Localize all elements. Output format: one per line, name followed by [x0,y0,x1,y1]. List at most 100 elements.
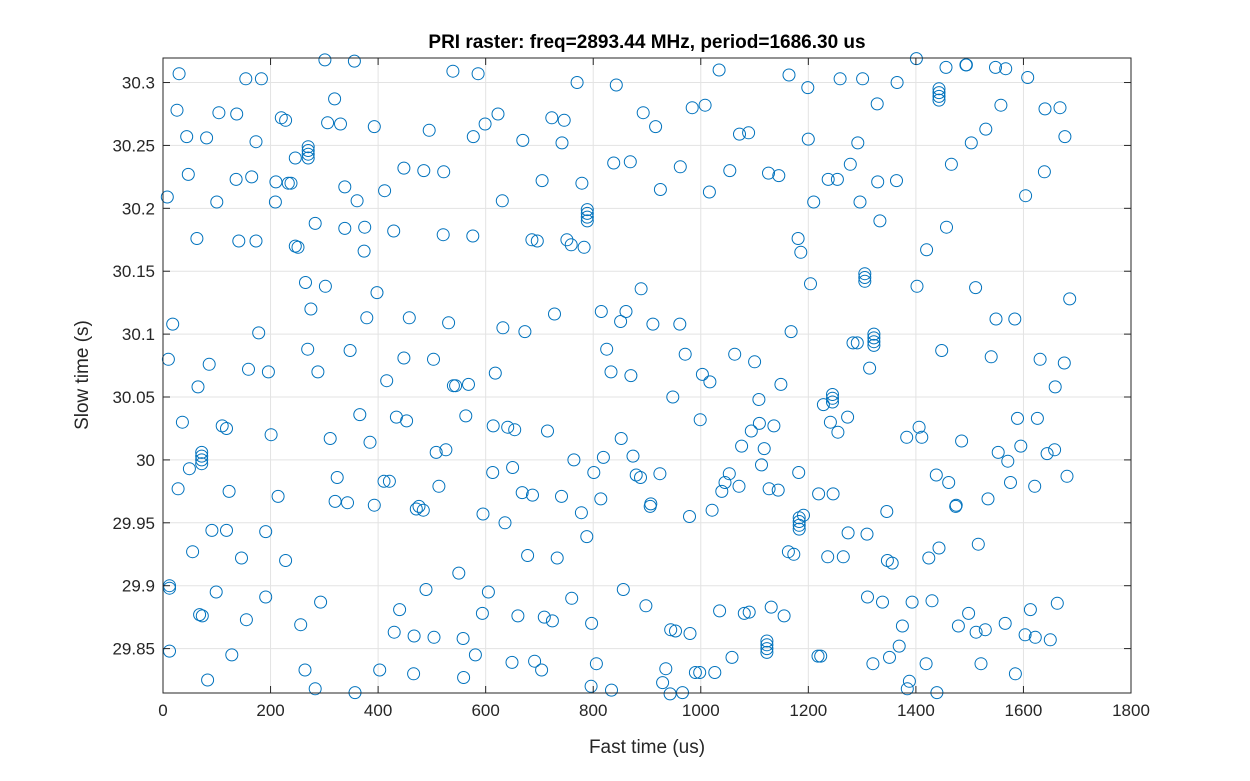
data-point [841,410,855,424]
data-point [1037,165,1051,179]
data-point [525,233,539,247]
data-point [526,488,539,502]
data-point [725,650,739,664]
data-point [495,194,509,208]
data-point [969,281,983,295]
data-point [856,72,870,86]
data-point [826,395,839,409]
data-point [605,683,618,697]
data-point [370,286,384,300]
data-point [974,657,988,671]
data-point [871,175,885,189]
data-point [991,445,1005,459]
data-point [693,666,707,679]
data-point [659,662,673,676]
data-point [1008,312,1022,326]
data-point [969,625,983,639]
data-point [744,424,758,438]
data-point [585,616,599,630]
data-point [649,120,663,134]
data-point [867,327,881,341]
data-point [516,133,530,147]
data-point [683,510,696,523]
data-point [646,317,660,331]
data-point [195,457,209,471]
data-point [774,377,788,391]
data-point [363,435,377,449]
data-point [910,279,924,293]
data-point [792,515,806,528]
data-point [328,92,342,106]
data-point [883,650,896,664]
data-point [760,634,774,648]
data-point [456,632,470,645]
y-tick-labels: 29.85 29.9 29.95 30 30.05 30.1 30.15 30.2 30.25 3… [112,74,155,659]
data-point [311,365,325,379]
data-point [314,595,328,609]
data-point [574,506,588,520]
data-point [202,357,216,371]
data-point [653,467,667,481]
data-point [452,566,466,580]
data-point [767,419,781,433]
data-point [850,336,864,350]
data-point [841,526,855,540]
data-point [792,522,806,536]
data-point [939,60,953,74]
data-point [863,361,877,375]
data-point [858,274,872,288]
data-point [486,466,500,479]
data-point [853,195,867,209]
data-point [880,505,894,518]
data-point [801,132,815,146]
data-point [515,486,529,500]
data-point [170,103,184,117]
data-point [823,415,837,429]
data-point [858,271,872,284]
data-point [555,136,569,150]
chart-title: PRI raster: freq=2893.44 MHz, period=168… [428,32,865,53]
data-point [245,170,259,184]
data-point [195,609,209,623]
data-point [230,107,244,121]
data-point [685,101,699,115]
data-point [616,583,630,596]
data-point [826,391,839,405]
data-point [462,377,475,391]
data-point [478,117,492,131]
data-point [693,413,707,427]
data-point [459,409,473,423]
data-point [330,471,344,484]
data-point [328,494,342,508]
data-point [171,482,185,496]
data-point [760,642,774,656]
data-point [442,316,456,330]
data-point [471,67,485,81]
data-point [1063,292,1077,306]
data-point [575,176,589,190]
data-point [220,422,233,435]
data-point [521,549,535,562]
data-point [535,174,549,188]
data-point [895,619,909,633]
data-point [269,175,283,189]
data-point [1030,411,1044,425]
data-point [466,130,480,144]
data-point [656,676,670,690]
data-point [180,130,194,144]
data-point [580,214,594,228]
data-point [449,379,463,393]
data-point [555,489,568,503]
data-point [378,184,392,198]
x-tick-labels: 0 200 400 600 800 1000 1200 1400 1600 1800 [158,701,1150,720]
data-point [491,107,505,121]
data-point [604,365,618,379]
data-point [249,135,263,149]
data-point [683,627,697,640]
data-point [826,388,839,401]
data-point [998,616,1012,630]
data-point [545,614,559,628]
data-point [867,338,881,352]
data-point [1048,443,1062,457]
data-point [978,623,992,637]
